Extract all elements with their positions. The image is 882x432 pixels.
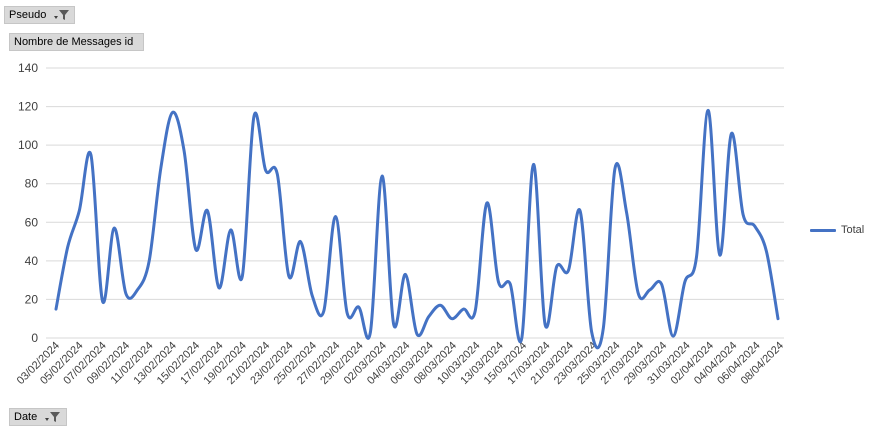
- pseudo-filter-button[interactable]: Pseudo: [4, 6, 75, 24]
- y-tick-label: 60: [25, 215, 39, 229]
- pseudo-filter-label: Pseudo: [9, 9, 47, 21]
- date-filter-label: Date: [14, 411, 38, 423]
- y-tick-label: 0: [31, 331, 38, 345]
- y-tick-label: 20: [25, 292, 39, 306]
- x-axis-ticks: 03/02/202405/02/202407/02/202409/02/2024…: [15, 340, 786, 387]
- legend-swatch: [810, 228, 836, 232]
- series-line-total: [54, 108, 780, 350]
- y-tick-label: 40: [25, 254, 39, 268]
- chart-legend: Total: [810, 224, 864, 236]
- date-filter-button[interactable]: Date: [9, 408, 67, 426]
- chart-gridlines: [46, 67, 784, 339]
- y-axis-ticks: 0 20 40 60 80 100 120 140: [18, 61, 38, 345]
- measure-field-label: Nombre de Messages id: [14, 36, 134, 48]
- measure-field-button[interactable]: Nombre de Messages id: [9, 33, 144, 51]
- filter-icon: [52, 9, 70, 21]
- y-tick-label: 100: [18, 138, 38, 152]
- y-tick-label: 140: [18, 61, 38, 75]
- filter-icon: [43, 411, 61, 423]
- legend-label-total: Total: [841, 224, 865, 236]
- y-tick-label: 80: [25, 177, 39, 191]
- y-tick-label: 120: [18, 100, 38, 114]
